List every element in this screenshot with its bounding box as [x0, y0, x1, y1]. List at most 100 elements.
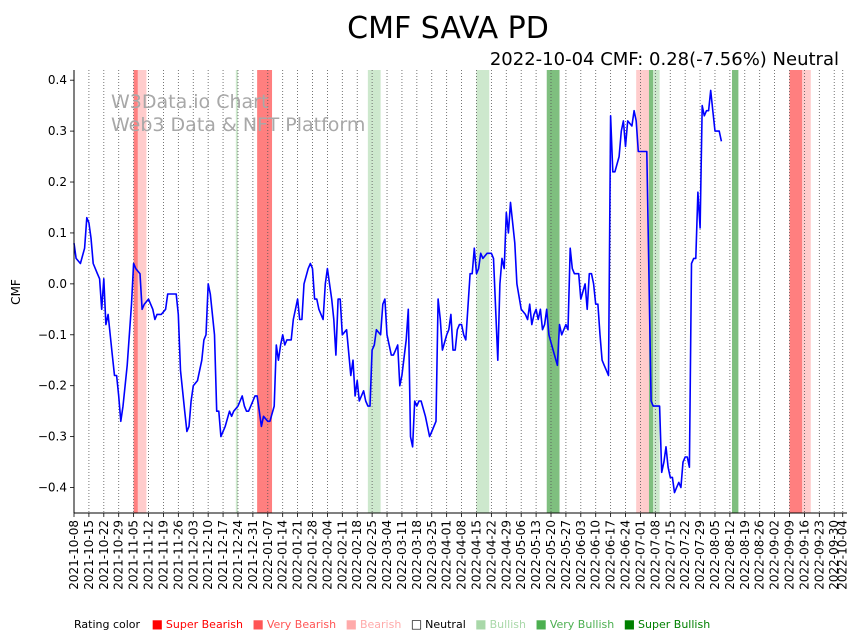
rating-band [653, 70, 660, 513]
x-tick-label: 2022-09-09 [783, 520, 797, 590]
y-tick-label: 0.2 [48, 175, 67, 189]
legend-swatch: ■ [345, 617, 357, 631]
chart-title: CMF SAVA PD [347, 11, 549, 46]
vertical-gridlines [73, 70, 844, 513]
legend-item-label: Very Bullish [549, 618, 615, 631]
legend-item-super-bearish: ■ Super Bearish [151, 617, 243, 631]
legend-item-label: Neutral [425, 618, 466, 631]
legend-item-label: Bearish [359, 618, 402, 631]
legend-label: Rating color [74, 618, 141, 631]
axes [73, 70, 847, 514]
x-tick-label: 2022-04-22 [484, 520, 498, 590]
x-tick-label: 2022-09-23 [812, 520, 826, 590]
x-tick-label: 2022-07-15 [663, 520, 677, 590]
x-tick-label: 2022-04-15 [469, 520, 483, 590]
y-tick-label: 0.0 [48, 277, 67, 291]
x-tick-label: 2021-10-22 [97, 520, 111, 590]
x-tick-label: 2022-01-14 [276, 520, 290, 590]
y-axis-label: CMF [9, 279, 23, 305]
legend-swatch: ■ [252, 617, 264, 631]
x-tick-label: 2022-10-04 [836, 520, 850, 590]
x-tick-label: 2022-08-26 [753, 520, 767, 590]
series-layer [73, 89, 723, 494]
rating-band [235, 70, 238, 513]
rating-band [732, 70, 739, 513]
x-tick-label: 2022-09-16 [797, 520, 811, 590]
x-tick-label: 2022-07-29 [693, 520, 707, 590]
rating-band [133, 70, 138, 513]
y-tick-label: −0.4 [38, 481, 67, 495]
x-tick-label: 2022-05-06 [514, 520, 528, 590]
x-tick-label: 2021-11-26 [171, 520, 185, 590]
rating-band [802, 70, 811, 513]
x-tick-label: 2022-01-21 [291, 520, 305, 590]
legend-item-super-bullish: ■ Super Bullish [623, 617, 711, 631]
x-tick-label: 2022-06-03 [574, 520, 588, 590]
y-tick-label: 0.4 [48, 73, 67, 87]
legend-item-neutral: □ Neutral [410, 617, 466, 631]
x-tick-label: 2022-02-04 [320, 520, 334, 590]
x-tick-label: 2022-06-24 [619, 520, 633, 590]
x-tick-label: 2022-08-05 [708, 520, 722, 590]
x-tick-label: 2022-02-25 [365, 520, 379, 590]
x-tick-label: 2022-04-08 [455, 520, 469, 590]
x-tick-label: 2022-02-18 [350, 520, 364, 590]
y-tick-label: 0.3 [48, 124, 67, 138]
x-tick-label: 2021-12-17 [216, 520, 230, 590]
x-tick-label: 2022-01-28 [306, 520, 320, 590]
x-ticks: 2021-10-08 2021-10-15 2021-10-22 2021-10-29… [67, 513, 850, 590]
x-tick-label: 2022-04-01 [440, 520, 454, 590]
x-tick-label: 2021-11-19 [156, 520, 170, 590]
chart-subtitle: 2022-10-04 CMF: 0.28(-7.56%) Neutral [490, 49, 839, 70]
y-tick-label: −0.2 [38, 379, 67, 393]
rating-band [137, 70, 147, 513]
legend-item-very-bearish: ■ Very Bearish [252, 617, 337, 631]
x-tick-label: 2021-12-24 [231, 520, 245, 590]
legend-swatch: □ [410, 617, 423, 631]
legend-item-bearish: ■ Bearish [345, 617, 402, 631]
legend-swatch: ■ [623, 617, 636, 631]
x-tick-label: 2022-08-12 [723, 520, 737, 590]
x-tick-label: 2021-11-05 [127, 520, 141, 590]
legend-swatch: ■ [475, 617, 487, 631]
x-tick-label: 2022-03-18 [410, 520, 424, 590]
x-tick-label: 2021-12-03 [186, 520, 200, 590]
rating-band [789, 70, 803, 513]
x-tick-label: 2022-09-30 [827, 520, 841, 590]
rating-legend: Rating color ■ Super Bearish ■ Very Bearis… [74, 617, 716, 631]
y-ticks: 0.4 0.3 0.2 0.1 0.0 −0.1 −0.2 −0.3 −0.4 [38, 73, 74, 495]
rating-band [642, 70, 649, 513]
x-tick-label: 2022-03-25 [425, 520, 439, 590]
legend-item-label: Super Bearish [165, 618, 243, 631]
x-tick-label: 2021-10-08 [67, 520, 81, 590]
y-tick-label: 0.1 [48, 226, 67, 240]
rating-bands [133, 70, 811, 513]
legend-swatch: ■ [151, 617, 163, 631]
x-tick-label: 2022-06-17 [604, 520, 618, 590]
x-tick-label: 2021-10-15 [82, 520, 96, 590]
x-tick-label: 2022-07-22 [678, 520, 692, 590]
watermark-line-2: Web3 Data & NFT Platform [111, 114, 365, 136]
x-tick-label: 2022-02-11 [335, 520, 349, 590]
legend-item-bullish: ■ Bullish [475, 617, 526, 631]
rating-band [257, 70, 273, 513]
legend-item-label: Super Bullish [638, 618, 711, 631]
x-tick-label: 2022-05-27 [559, 520, 573, 590]
x-tick-label: 2022-05-20 [544, 520, 558, 590]
rating-band [546, 70, 560, 513]
x-tick-label: 2021-12-31 [246, 520, 260, 590]
x-tick-label: 2022-03-11 [395, 520, 409, 590]
legend-item-very-bullish: ■ Very Bullish [535, 617, 615, 631]
x-tick-label: 2022-09-02 [768, 520, 782, 590]
rating-band [367, 70, 373, 513]
legend-item-label: Bullish [489, 618, 526, 631]
x-tick-label: 2022-08-19 [738, 520, 752, 590]
legend-item-label: Very Bearish [266, 618, 337, 631]
x-tick-label: 2022-06-10 [589, 520, 603, 590]
rating-band [648, 70, 654, 513]
legend-swatch: ■ [535, 617, 547, 631]
y-tick-label: −0.1 [38, 328, 67, 342]
x-tick-label: 2022-07-08 [648, 520, 662, 590]
y-tick-label: −0.3 [38, 430, 67, 444]
